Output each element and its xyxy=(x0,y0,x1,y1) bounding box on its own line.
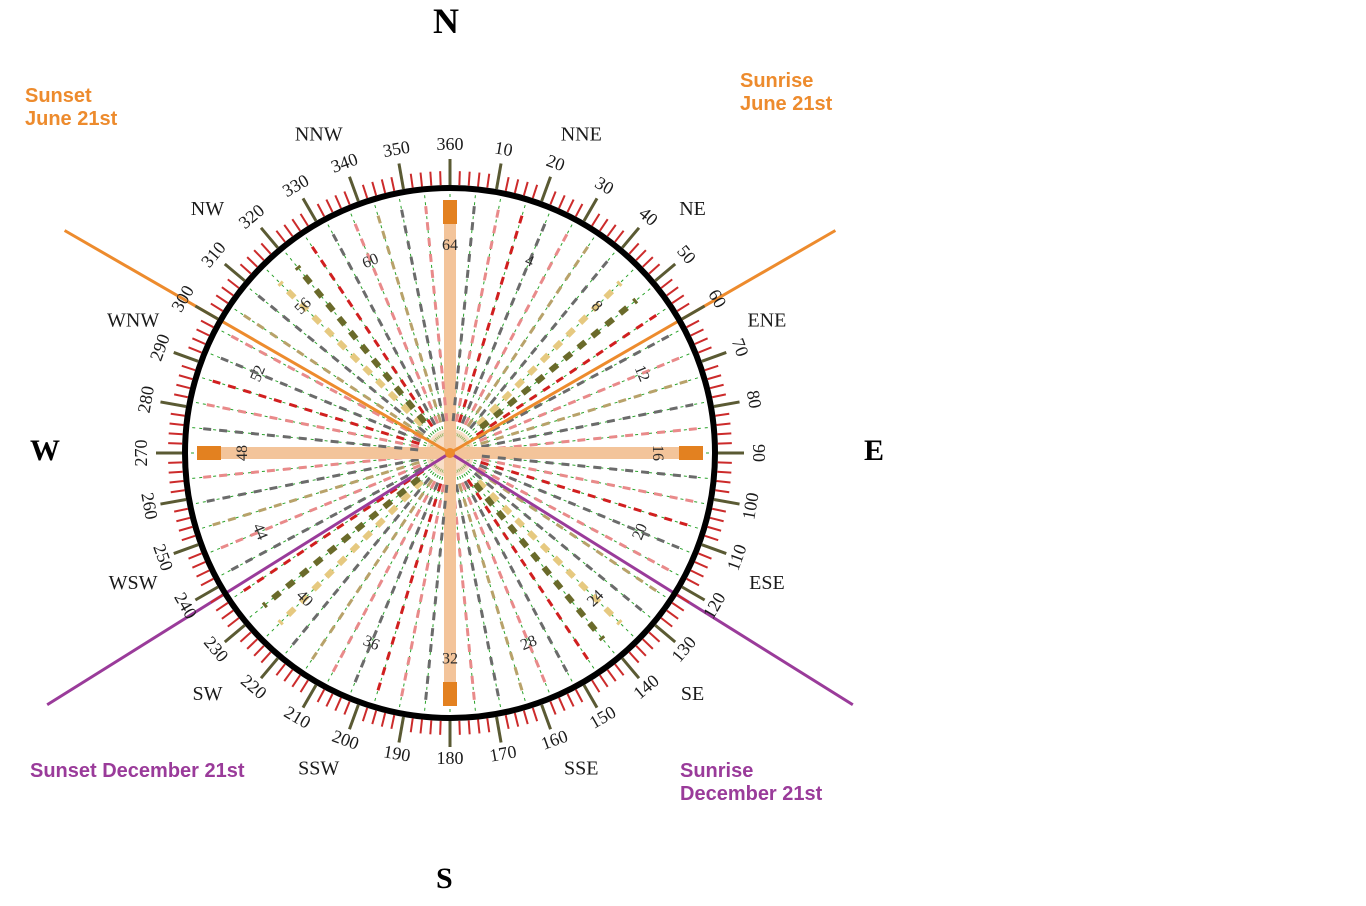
deg-label: 220 xyxy=(237,670,271,703)
deg-label: 310 xyxy=(197,238,230,272)
deg-label: 140 xyxy=(629,670,663,703)
intercardinal-label: NW xyxy=(191,198,224,220)
deg-label: 150 xyxy=(586,702,619,733)
intercardinal-label: SE xyxy=(681,683,704,705)
deg-label: 160 xyxy=(538,726,570,754)
deg-label: 30 xyxy=(592,172,618,198)
intercardinal-label: NNW xyxy=(295,124,343,146)
intercardinal-label: ENE xyxy=(747,309,786,331)
deg-label: 190 xyxy=(382,741,412,765)
deg-label: 60 xyxy=(704,286,730,312)
intercardinal-label: ESE xyxy=(749,572,785,594)
deg-label: 50 xyxy=(673,241,700,268)
deg-label: 350 xyxy=(381,137,411,161)
deg-label: 180 xyxy=(437,748,464,768)
inner-scale-label: 28 xyxy=(518,632,539,654)
deg-label: 80 xyxy=(743,389,766,410)
deg-label: 230 xyxy=(200,632,233,666)
inner-scale-label: 60 xyxy=(360,250,381,272)
deg-label: 10 xyxy=(493,137,514,160)
cardinal-N: N xyxy=(433,0,459,42)
deg-label: 170 xyxy=(488,741,518,765)
deg-label: 250 xyxy=(149,541,177,573)
inner-scale-label: 52 xyxy=(247,363,269,384)
deg-label: 340 xyxy=(328,149,360,177)
cardinal-S: S xyxy=(436,862,453,896)
deg-label: 110 xyxy=(723,542,751,574)
deg-label: 130 xyxy=(667,632,700,666)
deg-label: 20 xyxy=(544,150,568,175)
sunset-dec: Sunset December 21st xyxy=(30,760,245,783)
deg-label: 210 xyxy=(281,702,314,733)
deg-label: 270 xyxy=(131,440,151,467)
sunrise-dec: Sunrise December 21st xyxy=(680,760,822,806)
deg-label: 100 xyxy=(738,491,762,521)
deg-label: 200 xyxy=(330,726,362,754)
intercardinal-label: NE xyxy=(679,198,706,220)
intercardinal-label: SSE xyxy=(564,757,598,779)
inner-scale-label: 36 xyxy=(361,632,382,654)
inner-scale-label: 48 xyxy=(234,445,251,461)
intercardinal-label: WSW xyxy=(109,572,158,594)
intercardinal-label: WNW xyxy=(107,309,159,331)
intercardinal-label: SW xyxy=(192,683,222,705)
deg-label: 330 xyxy=(279,170,312,201)
cardinal-E: E xyxy=(864,434,884,468)
intercardinal-label: SSW xyxy=(298,757,339,779)
deg-label: 70 xyxy=(728,335,753,359)
inner-scale-label: 44 xyxy=(249,521,271,542)
deg-label: 280 xyxy=(134,384,158,414)
deg-label: 40 xyxy=(635,203,662,230)
inner-scale-label: 12 xyxy=(631,363,653,384)
sun-line xyxy=(450,453,853,705)
deg-label: 320 xyxy=(235,200,269,233)
deg-label: 290 xyxy=(146,331,174,363)
sunset-jun: Sunset June 21st xyxy=(25,85,117,131)
inner-scale-label: 32 xyxy=(442,650,458,667)
deg-label: 240 xyxy=(170,589,201,622)
deg-label: 90 xyxy=(749,444,769,462)
inner-scale-label: 20 xyxy=(629,521,651,542)
deg-label: 120 xyxy=(699,589,730,622)
inner-scale-label: 16 xyxy=(649,445,666,461)
sun-line xyxy=(47,453,450,705)
deg-label: 360 xyxy=(437,134,464,154)
inner-scale-label: 4 xyxy=(522,252,536,271)
sunrise-jun: Sunrise June 21st xyxy=(740,70,832,116)
inner-scale-label: 64 xyxy=(442,237,458,254)
cardinal-W: W xyxy=(30,434,60,468)
deg-label: 260 xyxy=(137,491,161,521)
deg-label: 300 xyxy=(167,282,198,315)
intercardinal-label: NNE xyxy=(561,124,602,146)
